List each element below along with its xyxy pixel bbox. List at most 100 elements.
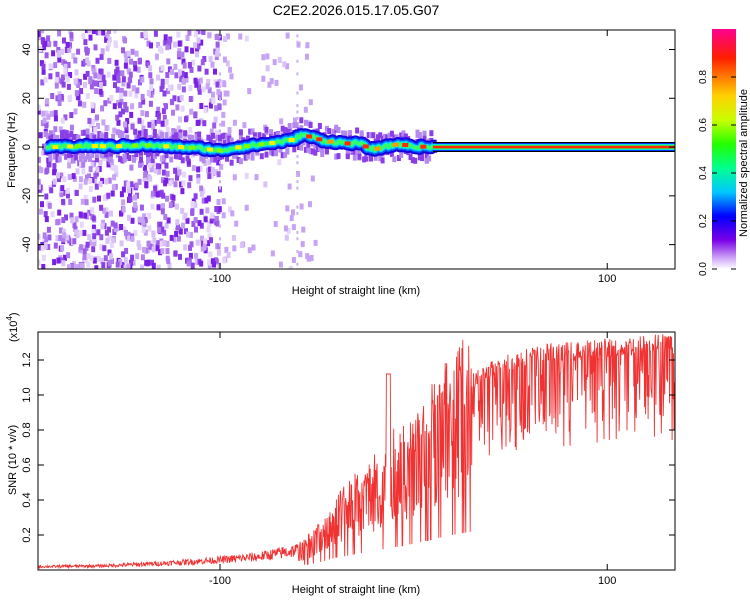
noise-cell bbox=[216, 89, 221, 96]
noise-cell bbox=[91, 68, 96, 75]
noise-cell bbox=[94, 88, 99, 94]
noise-cell bbox=[101, 74, 106, 81]
noise-cell bbox=[196, 83, 201, 90]
noise-cell bbox=[41, 149, 46, 156]
noise-cell bbox=[188, 175, 193, 182]
noise-cell bbox=[123, 62, 128, 69]
ridge-halo-cell bbox=[83, 156, 88, 163]
noise-cell bbox=[208, 102, 213, 109]
ridge-halo-cell bbox=[392, 134, 397, 141]
noise-cell bbox=[182, 171, 186, 178]
noise-cell bbox=[296, 40, 299, 44]
noise-cell bbox=[285, 63, 290, 70]
noise-cell bbox=[199, 222, 204, 229]
ridge-halo-cell bbox=[396, 155, 401, 161]
noise-cell bbox=[116, 70, 121, 77]
noise-cell bbox=[66, 83, 71, 90]
noise-cell bbox=[62, 232, 67, 239]
ridge-halo-cell bbox=[259, 153, 264, 160]
noise-cell bbox=[151, 262, 156, 269]
noise-cell bbox=[129, 164, 134, 171]
noise-cell bbox=[74, 264, 79, 269]
ridge-halo-cell bbox=[85, 128, 90, 135]
noise-cell bbox=[57, 100, 62, 106]
noise-cell bbox=[149, 85, 154, 92]
ridge-peak-cell bbox=[392, 142, 399, 147]
noise-cell bbox=[201, 240, 205, 247]
noise-cell bbox=[153, 185, 158, 192]
ridge-halo-cell bbox=[236, 157, 241, 163]
noise-cell bbox=[244, 172, 249, 179]
ridge-halo-cell bbox=[220, 133, 225, 140]
noise-cell bbox=[74, 216, 79, 223]
ridge-halo-cell bbox=[310, 148, 315, 155]
noise-cell bbox=[136, 240, 141, 247]
noise-cell bbox=[79, 262, 84, 269]
ridge-halo-cell bbox=[306, 146, 311, 153]
ridge-halo-cell bbox=[159, 131, 164, 138]
noise-cell bbox=[44, 216, 49, 223]
noise-cell bbox=[143, 171, 148, 178]
noise-cell bbox=[61, 260, 66, 267]
noise-cell bbox=[86, 253, 91, 260]
noise-cell bbox=[86, 261, 91, 268]
noise-cell bbox=[98, 88, 103, 95]
noise-cell bbox=[41, 68, 46, 75]
noise-cell bbox=[140, 119, 145, 126]
noise-cell bbox=[78, 211, 83, 218]
ridge-halo-cell bbox=[299, 144, 304, 151]
ridge-halo-cell bbox=[225, 133, 229, 140]
noise-cell bbox=[210, 167, 215, 173]
ridge-halo-cell bbox=[234, 152, 239, 158]
noise-cell bbox=[119, 191, 124, 198]
noise-cell bbox=[85, 153, 90, 160]
noise-cell bbox=[207, 233, 212, 240]
noise-cell bbox=[196, 166, 201, 173]
noise-cell bbox=[196, 43, 201, 50]
noise-cell bbox=[216, 199, 221, 205]
spectrogram-axes: -40 -20 0 20 40 -100 100 bbox=[21, 30, 675, 285]
noise-cell bbox=[38, 104, 41, 111]
noise-cell bbox=[198, 165, 203, 172]
ridge-halo-cell bbox=[73, 154, 78, 161]
noise-cell bbox=[130, 217, 135, 224]
noise-cell bbox=[207, 159, 212, 166]
noise-cell bbox=[144, 247, 149, 254]
noise-cell bbox=[209, 172, 214, 179]
noise-cell bbox=[68, 72, 73, 78]
ridge-halo-cell bbox=[285, 127, 290, 134]
noise-cell bbox=[107, 259, 112, 266]
noise-cell bbox=[128, 77, 133, 83]
noise-cell bbox=[208, 56, 213, 63]
noise-cell bbox=[166, 217, 171, 224]
noise-cell bbox=[97, 195, 101, 202]
ridge-halo-cell bbox=[304, 119, 308, 126]
noise-cell bbox=[57, 176, 61, 182]
noise-cell bbox=[50, 211, 55, 218]
noise-cell bbox=[164, 222, 169, 229]
ridge-halo-cell bbox=[324, 125, 329, 132]
noise-cell bbox=[166, 43, 171, 50]
noise-cell bbox=[123, 37, 127, 44]
noise-cell bbox=[91, 215, 96, 222]
noise-cell bbox=[149, 150, 154, 157]
noise-cell bbox=[198, 77, 203, 84]
noise-cell bbox=[44, 122, 49, 129]
noise-cell bbox=[133, 205, 138, 212]
noise-cell bbox=[299, 203, 304, 210]
noise-cell bbox=[114, 166, 119, 173]
noise-cell bbox=[78, 230, 83, 237]
ridge-peak-cell bbox=[235, 145, 242, 150]
ridge-halo-cell bbox=[336, 127, 341, 133]
noise-cell bbox=[102, 194, 107, 201]
noise-cell bbox=[261, 54, 266, 61]
noise-cell bbox=[149, 166, 154, 173]
noise-cell bbox=[51, 131, 56, 138]
noise-cell bbox=[296, 91, 299, 95]
noise-cell bbox=[83, 82, 87, 88]
noise-cell bbox=[107, 235, 112, 242]
noise-cell bbox=[66, 252, 71, 259]
ridge-halo-cell bbox=[222, 139, 227, 146]
noise-cell bbox=[174, 203, 179, 210]
ridge-halo-cell bbox=[401, 134, 406, 141]
